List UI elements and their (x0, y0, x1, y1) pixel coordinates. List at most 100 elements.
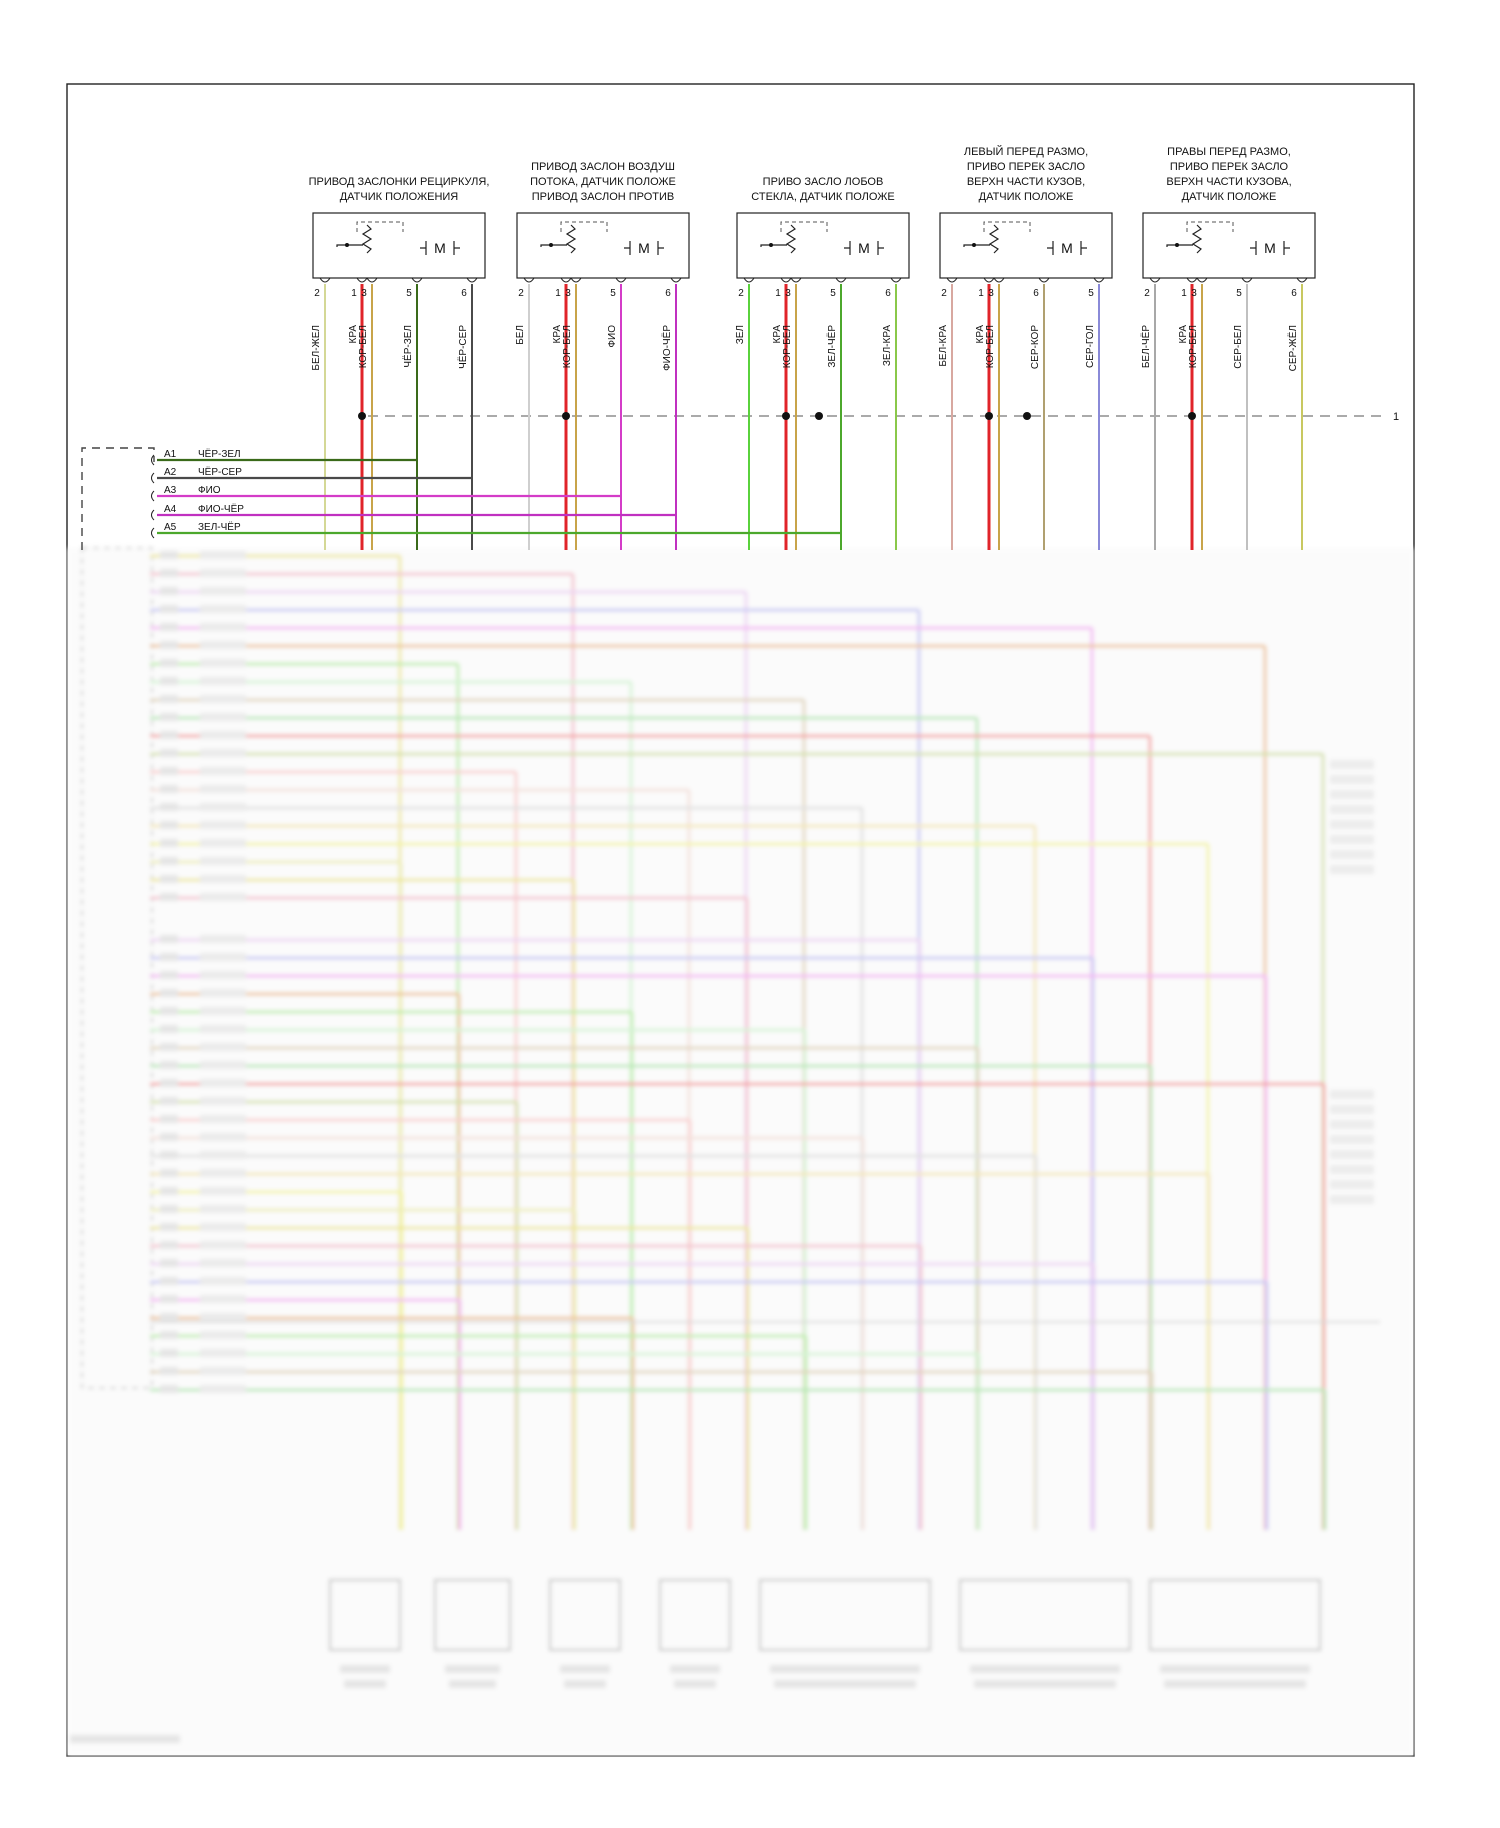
pin-terminal (570, 277, 582, 283)
pin-number: 1 (1181, 288, 1187, 299)
blurred-pin (160, 659, 178, 667)
pin-number: 6 (1033, 288, 1039, 299)
blurred-label (970, 1665, 1120, 1673)
blurred-label (1330, 790, 1374, 799)
blurred-label (200, 695, 246, 703)
blurred-component (659, 1579, 731, 1651)
pin-terminal (835, 277, 847, 283)
component-title: ПРИВО ЗАСЛО ЛОБОВ (763, 176, 884, 188)
component-box (312, 212, 486, 279)
module-pin-id: A1 (164, 449, 177, 460)
blurred-pin (160, 785, 178, 793)
component-title: ПОТОКА, ДАТЧИК ПОЛОЖЕ (530, 176, 676, 188)
component-c5: ПРАВЫ ПЕРЕД РАЗМО, ПРИВО ПЕРЕК ЗАСЛО ВЕРХН… (1140, 146, 1316, 371)
blurred-label (200, 1115, 246, 1123)
module-pin-layer: A1 ЧЁР-ЗЕЛ A2 ЧЁР-СЕР A3 ФИО A4 ФИО-ЧЁР A5 ЗЕЛ-ЧЁ… (151, 448, 244, 539)
motor-icon (420, 241, 460, 255)
blurred-pin (160, 587, 178, 595)
wire-color-label: КОР-БЕЛ (985, 325, 996, 368)
blurred-pin (160, 1061, 178, 1069)
blurred-label (200, 605, 246, 613)
blurred-pin (160, 1223, 178, 1231)
wire-color-label: ЗЕЛ (735, 325, 746, 344)
pin-number: 3 (361, 288, 367, 299)
blurred-label (200, 1385, 246, 1393)
motor-icon (624, 241, 664, 255)
blurred-label (200, 1277, 246, 1285)
wiper-dot (1175, 243, 1179, 247)
blurred-pin (160, 551, 178, 559)
wire-color-label: КОР-БЕЛ (1188, 325, 1199, 368)
blurred-component (434, 1579, 511, 1651)
blurred-label (1330, 820, 1374, 829)
splice-dot (815, 412, 823, 420)
blurred-label (200, 623, 246, 631)
blurred-label (200, 935, 246, 943)
motor-icon (1047, 241, 1087, 255)
wire-color-label: КРА (772, 325, 783, 344)
blurred-label (1330, 1105, 1374, 1114)
blurred-module-outline (81, 547, 153, 1389)
blurred-label (200, 989, 246, 997)
blurred-pin (160, 1241, 178, 1249)
pin-number: 2 (1144, 288, 1150, 299)
blurred-bg (67, 548, 1414, 1756)
pin-number: 5 (610, 288, 616, 299)
pin-number: 1 (555, 288, 561, 299)
wiper-line (540, 244, 567, 247)
blurred-pin (160, 767, 178, 775)
blurred-pin (160, 1025, 178, 1033)
pin-terminal (890, 277, 902, 283)
blurred-pin (160, 1205, 178, 1213)
blurred-pin (160, 749, 178, 757)
blurred-label (200, 1061, 246, 1069)
blurred-label (1160, 1665, 1310, 1673)
blurred-label (1330, 1090, 1374, 1099)
wire-color-label: ЗЕЛ-ЧЁР (826, 325, 838, 368)
blurred-label (200, 749, 246, 757)
blurred-component (329, 1579, 401, 1651)
blurred-label (200, 1313, 246, 1321)
module-pin-wire: ЧЁР-СЕР (198, 466, 242, 478)
pin-number: 2 (738, 288, 744, 299)
blurred-pin (160, 605, 178, 613)
blurred-label (674, 1680, 716, 1688)
blurred-pin (160, 569, 178, 577)
pin-terminal (366, 277, 378, 283)
pin-terminal (411, 277, 423, 283)
blurred-pin (160, 641, 178, 649)
component-title: ДАТЧИК ПОЛОЖЕНИЯ (340, 191, 459, 203)
blurred-pin (160, 1187, 178, 1195)
module-pin-terminal (151, 472, 155, 484)
wire-color-label: СЕР-ЖЁЛ (1287, 325, 1299, 371)
blurred-pin (160, 1313, 178, 1321)
blurred-label (200, 1133, 246, 1141)
blurred-label (200, 1259, 246, 1267)
potentiometer-icon (361, 224, 373, 254)
blurred-pin (160, 1097, 178, 1105)
pin-terminal (615, 277, 627, 283)
module-pin-wire: ЗЕЛ-ЧЁР (198, 521, 241, 533)
wiper-line (963, 244, 990, 247)
pin-terminal (466, 277, 478, 283)
splice-dot (358, 412, 366, 420)
blurred-label (70, 1735, 180, 1743)
blurred-label (200, 803, 246, 811)
blurred-pin (160, 893, 178, 901)
blurred-component (1149, 1579, 1321, 1651)
blurred-label (1330, 1195, 1374, 1204)
pin-terminal (670, 277, 682, 283)
blurred-pin (160, 821, 178, 829)
pin-number: 1 (351, 288, 357, 299)
wire-color-label: СЕР-ГОЛ (1085, 325, 1096, 368)
wire-color-label: БЕЛ-ЖЕЛ (311, 325, 322, 371)
pin-terminal (993, 277, 1005, 283)
pin-number: 6 (1291, 288, 1297, 299)
wiper-line (1166, 244, 1193, 247)
module-pin-terminal (151, 509, 155, 521)
blurred-label (200, 1295, 246, 1303)
blurred-label (200, 569, 246, 577)
pin-number: 1 (978, 288, 984, 299)
blurred-label (200, 731, 246, 739)
